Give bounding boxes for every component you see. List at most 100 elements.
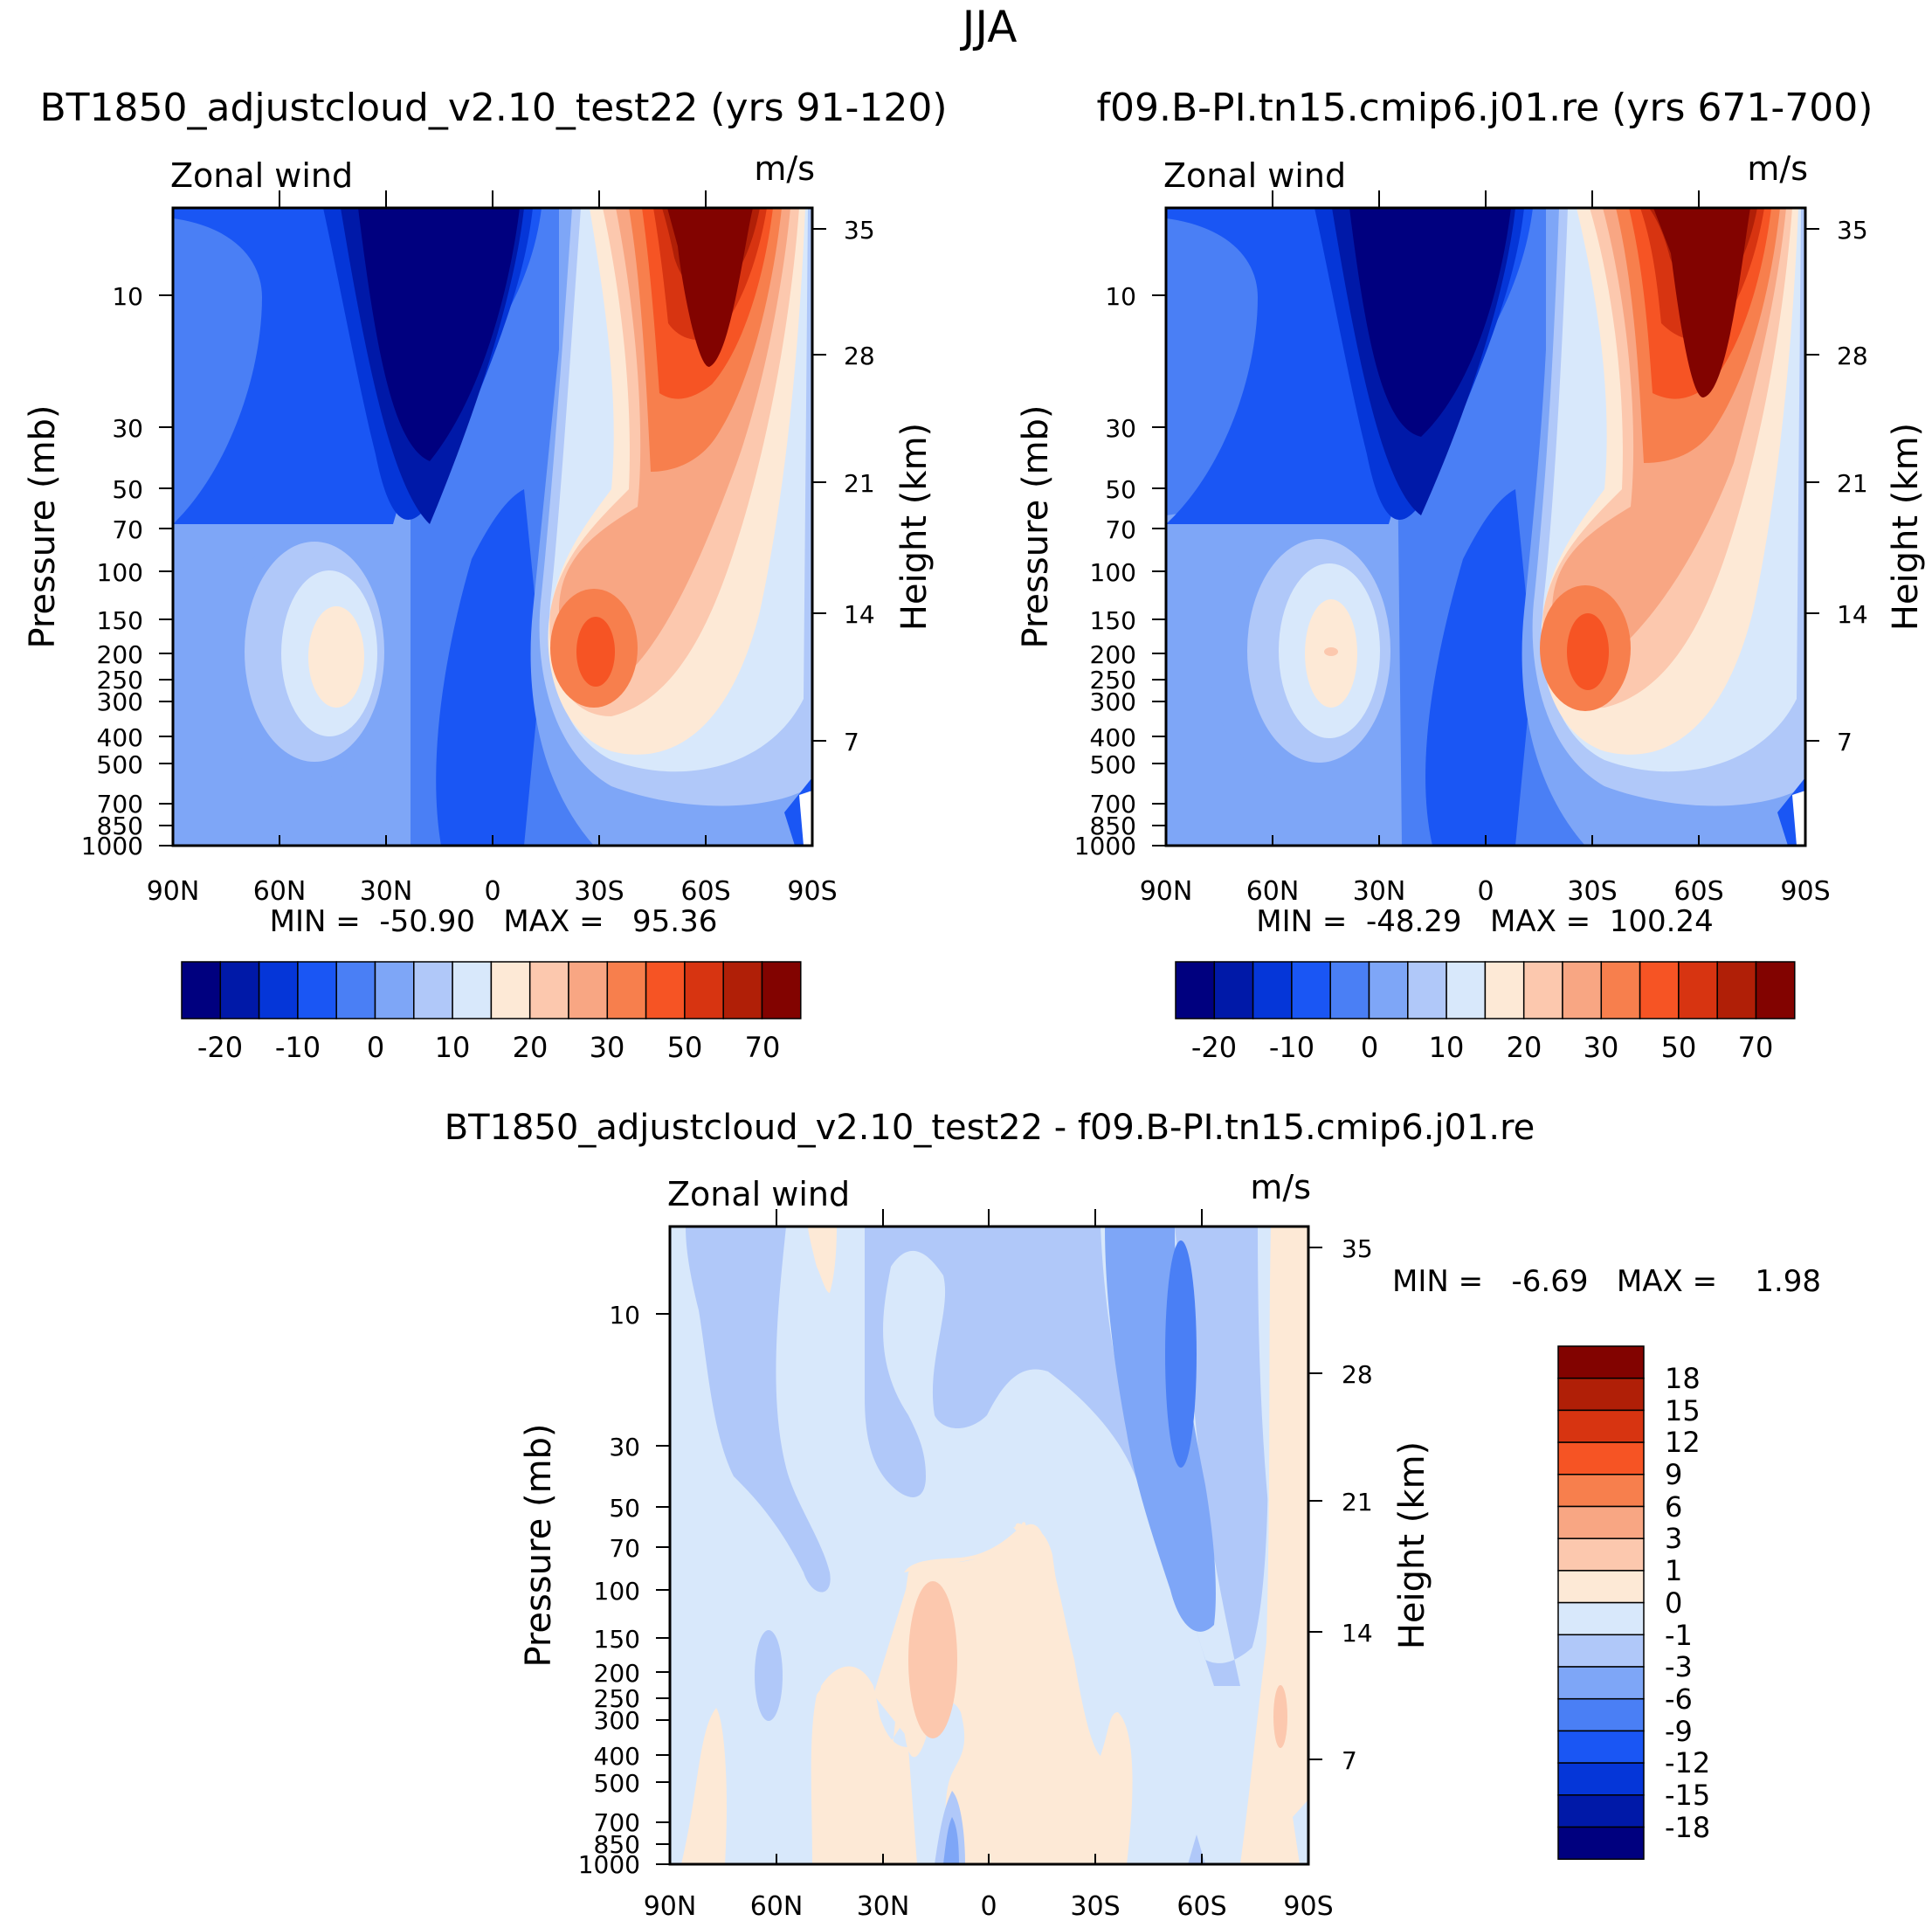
contour-fill: [1293, 1800, 1308, 1864]
panel-2-field-label: Zonal wind: [1163, 156, 1346, 195]
colorbar-swatch: [181, 961, 222, 1019]
colorbar-swatch: [1484, 961, 1525, 1019]
panel-3: BT1850_adjustcloud_v2.10_test22 - f09.B-…: [445, 1108, 1821, 1921]
y-tick-label: 700: [97, 790, 143, 819]
colorbar-swatch: [1557, 1666, 1645, 1700]
panel-1-y-axis-right: 35 28 21 14 7 Height (km): [812, 216, 935, 757]
colorbar-label: 9: [1665, 1458, 1682, 1491]
x-tick-label: 60S: [1176, 1891, 1226, 1921]
colorbar-swatch: [219, 961, 260, 1019]
y-tick-label: 1000: [578, 1850, 640, 1879]
colorbar-swatch: [1446, 961, 1487, 1019]
contour-fill: [1792, 791, 1805, 846]
colorbar-label: 20: [513, 1031, 549, 1064]
y-tick-label: 700: [594, 1808, 640, 1837]
colorbar-swatch: [1639, 961, 1680, 1019]
panel-3-title: BT1850_adjustcloud_v2.10_test22 - f09.B-…: [445, 1108, 1535, 1148]
colorbar-swatch: [1557, 1345, 1645, 1379]
colorbar-label: -10: [1269, 1031, 1314, 1064]
colorbar-swatch: [413, 961, 453, 1019]
colorbar-label: 70: [745, 1031, 781, 1064]
colorbar-label: 12: [1665, 1426, 1701, 1459]
panel-3-units-label: m/s: [1250, 1168, 1311, 1206]
y-tick-label: 30: [112, 414, 143, 443]
colorbar-swatch: [1557, 1377, 1645, 1412]
contour-fill: [681, 1708, 727, 1864]
panel-2-plot: [1166, 208, 1805, 846]
contour-fill: [358, 208, 520, 461]
colorbar-swatch: [1557, 1409, 1645, 1443]
colorbar-swatch: [1557, 1826, 1645, 1860]
y-tick-label: 300: [97, 688, 143, 716]
y-tick-label: 200: [1090, 640, 1136, 669]
y-tick-label: 850: [594, 1830, 640, 1859]
y-tick-label-right: 35: [1342, 1234, 1373, 1263]
x-tick-label: 90N: [147, 876, 200, 907]
y-tick-label-right: 7: [1837, 728, 1853, 757]
colorbar-swatch: [1562, 961, 1603, 1019]
contour-fill: [436, 489, 542, 846]
x-tick-label: 30N: [1353, 876, 1406, 907]
contour-fill: [1349, 208, 1511, 437]
y-tick-label-right: 35: [844, 216, 875, 245]
contour-fill: [1324, 647, 1338, 656]
panel-1-colorbar: -20 -10 0 10 20 30 50 70: [181, 961, 802, 1064]
y-tick-label-right: 21: [1342, 1488, 1373, 1517]
colorbar-swatch: [1755, 961, 1796, 1019]
figure-title: JJA: [960, 2, 1018, 52]
colorbar-label: 18: [1665, 1362, 1701, 1395]
colorbar-swatch: [1678, 961, 1718, 1019]
y-tick-label: 700: [1090, 790, 1136, 819]
y-tick-label-right: 21: [844, 469, 875, 498]
y-tick-label: 50: [1105, 475, 1136, 504]
colorbar-swatch: [1557, 1441, 1645, 1475]
y-axis-title-right: Height (km): [1392, 1441, 1432, 1649]
x-tick-label: 90N: [1140, 876, 1193, 907]
y-tick-label-right: 28: [1837, 342, 1868, 370]
y-tick-label: 250: [97, 666, 143, 694]
y-tick-label: 400: [97, 723, 143, 752]
y-tick-label: 850: [1090, 812, 1136, 840]
panel-2-colorbar: -20 -10 0 10 20 30 50 70: [1175, 961, 1796, 1064]
y-tick-label: 1000: [81, 832, 143, 860]
colorbar-swatch: [1291, 961, 1331, 1019]
panel-2-units-label: m/s: [1747, 149, 1808, 188]
panel-1-units-label: m/s: [754, 149, 815, 188]
colorbar-label: 10: [435, 1031, 471, 1064]
colorbar-swatch: [490, 961, 531, 1019]
colorbar-label: -9: [1665, 1715, 1693, 1748]
y-tick-label: 100: [1090, 558, 1136, 587]
colorbar-swatch: [1716, 961, 1757, 1019]
colorbar-swatch: [258, 961, 299, 1019]
colorbar-label: 0: [1665, 1586, 1682, 1620]
panel-3-colorbar: 18 15 12 9 6 3 1 0 -1 -3 -6 -9 -12 -15 -…: [1557, 1345, 1710, 1860]
y-tick-label: 500: [594, 1769, 640, 1798]
y-tick-label: 850: [97, 812, 143, 840]
y-tick-label: 400: [1090, 723, 1136, 752]
x-tick-label: 30N: [360, 876, 413, 907]
x-tick-label: 30N: [857, 1891, 910, 1921]
panel-3-top-ticks: [776, 1209, 1203, 1227]
colorbar-swatch: [335, 961, 376, 1019]
y-tick-label: 200: [97, 640, 143, 669]
y-tick-label-right: 28: [1342, 1360, 1373, 1389]
contour-fill: [908, 1581, 957, 1738]
y-tick-label-right: 35: [1837, 216, 1868, 245]
x-tick-label: 0: [1477, 876, 1494, 907]
colorbar-swatch: [528, 961, 569, 1019]
colorbar-label: 10: [1429, 1031, 1465, 1064]
colorbar-swatch: [1213, 961, 1254, 1019]
colorbar-swatch: [1175, 961, 1216, 1019]
y-tick-label: 10: [1105, 282, 1136, 311]
y-tick-label: 250: [1090, 666, 1136, 694]
y-axis-title-right: Height (km): [1886, 423, 1926, 631]
contour-fill: [799, 791, 812, 846]
colorbar-swatch: [1557, 1794, 1645, 1828]
colorbar-swatch: [1557, 1634, 1645, 1668]
panel-2-x-axis: 90N 60N 30N 0 30S 60S 90S: [1140, 835, 1831, 907]
contour-fill: [1425, 489, 1533, 846]
contour-fill: [808, 1227, 837, 1293]
panel-2-y-axis: 10 30 50 70 100 150 200 250 300 400 500 …: [1016, 282, 1166, 860]
colorbar-swatch: [568, 961, 609, 1019]
y-tick-label: 1000: [1074, 832, 1136, 860]
